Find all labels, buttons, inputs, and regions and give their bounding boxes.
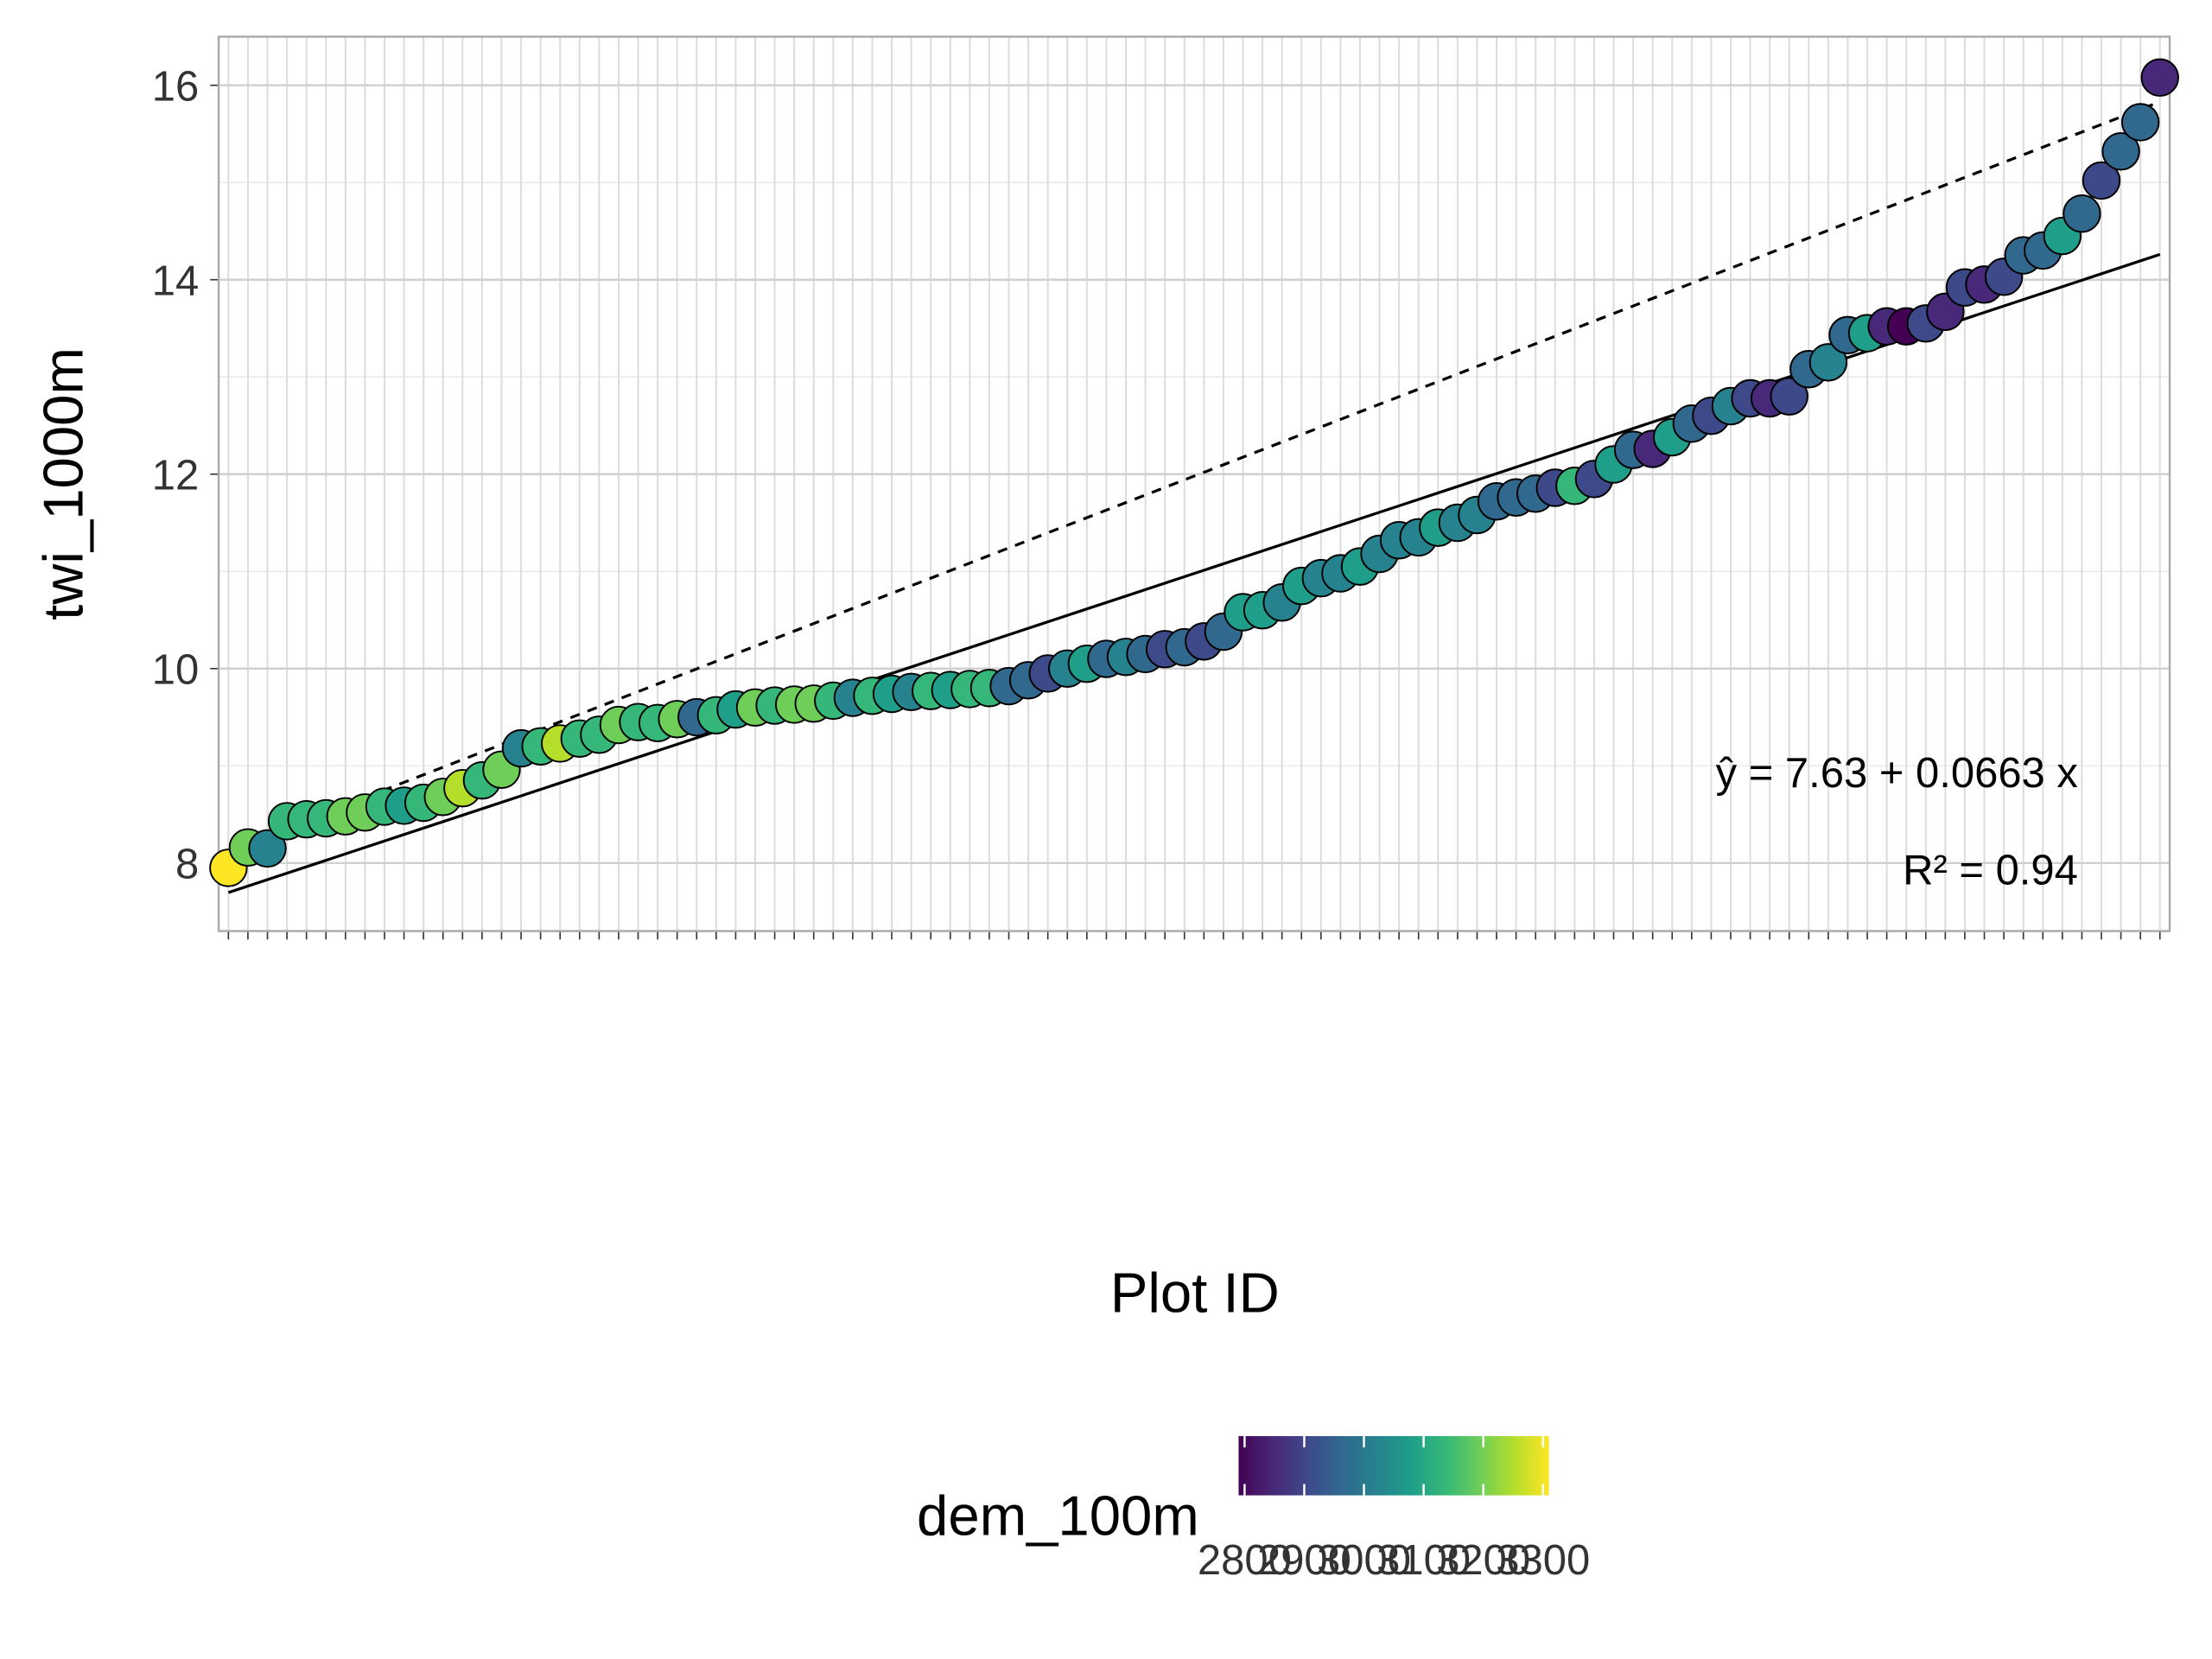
y-tick-label: 12 — [152, 453, 199, 499]
colorbar-tick-label: 3000 — [1317, 1537, 1411, 1584]
colorbar-tick-label: 3300 — [1496, 1537, 1590, 1584]
panel-border — [217, 35, 2171, 932]
fit-equation: ŷ = 7.63 + 0.0663 x — [1716, 750, 2078, 797]
colorbar-tick-label: 2900 — [1257, 1537, 1351, 1584]
point — [248, 829, 287, 868]
y-tick-label: 14 — [152, 258, 199, 305]
colorbar-tick-label: 3100 — [1376, 1537, 1471, 1584]
point — [2140, 58, 2179, 97]
colorbar-tick-label: 2800 — [1198, 1537, 1292, 1584]
point — [1770, 377, 1808, 416]
colorbar — [1238, 1436, 1549, 1496]
legend-title: dem_100m — [917, 1484, 1199, 1547]
y-axis-title: twi_1000m — [32, 347, 95, 620]
reference-line — [227, 100, 2161, 852]
y-tick-label: 16 — [152, 64, 199, 111]
x-axis-title: Plot ID — [1110, 1261, 1280, 1324]
colorbar-tick-label: 3200 — [1436, 1537, 1530, 1584]
r-squared: R² = 0.94 — [1903, 848, 2078, 894]
y-tick-label: 8 — [175, 842, 199, 888]
point — [1808, 343, 1848, 382]
y-tick-label: 10 — [152, 647, 199, 694]
point — [2082, 161, 2121, 200]
point — [2120, 103, 2160, 142]
point — [2063, 194, 2101, 233]
point — [2101, 132, 2140, 171]
